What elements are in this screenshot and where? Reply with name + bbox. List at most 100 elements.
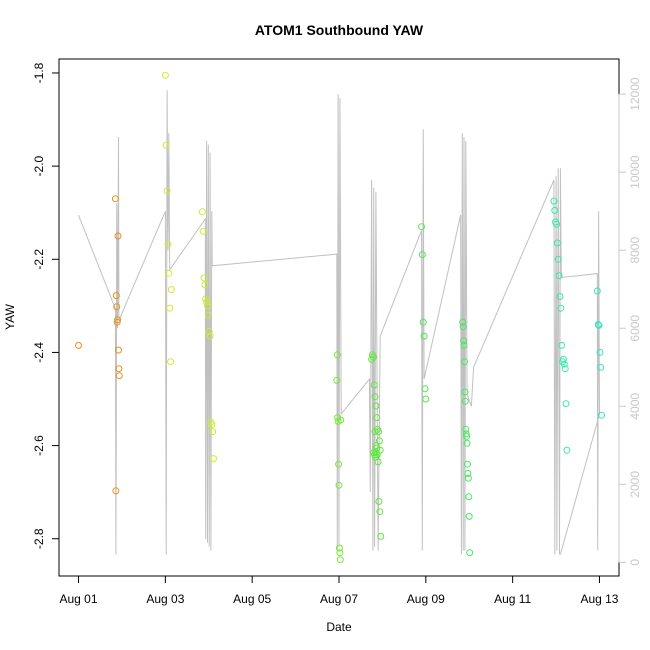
data-point (376, 508, 384, 516)
data-point (421, 385, 429, 393)
data-point (422, 395, 430, 403)
data-point (465, 493, 473, 501)
data-point (594, 321, 602, 328)
data-point (460, 337, 468, 345)
data-point (373, 451, 381, 459)
data-point (115, 365, 123, 373)
y-right-tick-label: 8000 (628, 237, 642, 264)
secondary-series-line (78, 90, 601, 555)
data-point (372, 402, 380, 410)
data-point (420, 332, 428, 340)
data-point (162, 141, 170, 149)
data-point (459, 323, 467, 331)
data-point (336, 549, 344, 557)
data-point (336, 556, 344, 564)
data-point (164, 240, 172, 248)
data-point (466, 549, 474, 557)
y-right-tick-label: 0 (628, 559, 642, 566)
data-point (462, 430, 470, 438)
x-tick-label: Aug 07 (320, 592, 358, 606)
data-point (335, 460, 343, 468)
data-point (558, 341, 566, 349)
data-point (595, 321, 603, 329)
data-point (371, 393, 379, 401)
data-point (464, 470, 472, 477)
data-point (598, 411, 606, 419)
data-point (553, 220, 560, 228)
data-point (209, 428, 217, 436)
data-point (112, 487, 120, 495)
data-point (554, 255, 562, 263)
x-axis: Aug 01 Aug 03 Aug 05 Aug 07 Aug 09 Aug 11 Aug … (60, 575, 619, 606)
data-point (165, 269, 173, 277)
data-point (597, 363, 605, 371)
data-point (205, 328, 213, 335)
data-point (375, 498, 383, 505)
x-tick-label: Aug 03 (146, 592, 184, 606)
data-point (204, 311, 212, 319)
data-point (166, 304, 174, 312)
data-point (377, 532, 385, 540)
data-point (461, 358, 468, 366)
data-point (75, 341, 82, 349)
data-point (370, 381, 378, 389)
x-tick-label: Aug 01 (60, 592, 98, 606)
data-point (335, 544, 343, 552)
data-point (553, 239, 561, 247)
y-right-tick-label: 2000 (628, 471, 642, 498)
data-point (375, 428, 382, 436)
data-point (206, 332, 214, 340)
data-point (419, 318, 427, 326)
data-point (557, 304, 565, 312)
data-point (204, 302, 211, 310)
y-axis-left: -2.8 -2.6 -2.4 -2.2 -2.0 -1.8 (32, 62, 60, 549)
data-point (203, 298, 211, 306)
data-point (337, 416, 345, 424)
x-tick-label: Aug 13 (580, 592, 618, 606)
data-point (373, 414, 381, 422)
data-point (113, 303, 121, 311)
y-tick-label: -2.2 (32, 249, 46, 270)
data-point (418, 223, 425, 231)
data-point (556, 293, 564, 300)
data-point (596, 348, 604, 356)
data-point (210, 455, 217, 463)
data-point (335, 481, 343, 489)
data-point (333, 351, 341, 359)
y-tick-label: -2.8 (32, 528, 46, 549)
data-point (462, 425, 470, 433)
data-point (593, 287, 601, 295)
data-point (161, 71, 169, 79)
y-tick-label: -2.6 (32, 435, 46, 456)
y-tick-label: -1.8 (32, 62, 46, 83)
data-point (551, 206, 559, 214)
y-tick-label: -2.4 (32, 342, 46, 363)
data-point (208, 421, 216, 429)
y-right-tick-label: 10000 (628, 155, 642, 189)
points-layer (75, 71, 606, 564)
secondary-series-layer (78, 90, 601, 555)
x-tick-label: Aug 05 (233, 592, 271, 606)
data-point (115, 372, 123, 380)
chart-title: ATOM1 Southbound YAW (255, 22, 424, 38)
data-point (463, 432, 471, 440)
x-axis-label: Date (326, 620, 352, 634)
y-right-tick-label: 4000 (628, 393, 642, 420)
data-point (460, 341, 468, 349)
data-point (167, 358, 175, 366)
data-point (550, 197, 558, 205)
data-point (115, 346, 122, 354)
x-tick-label: Aug 11 (494, 592, 531, 606)
data-point (163, 187, 171, 195)
y-right-tick-label: 12000 (628, 77, 642, 111)
data-point (461, 388, 469, 396)
data-point (559, 355, 567, 363)
data-point (167, 286, 175, 294)
data-point (555, 272, 563, 280)
data-point (111, 195, 119, 203)
data-point (461, 397, 469, 405)
data-point (112, 292, 120, 300)
data-point (200, 274, 208, 282)
